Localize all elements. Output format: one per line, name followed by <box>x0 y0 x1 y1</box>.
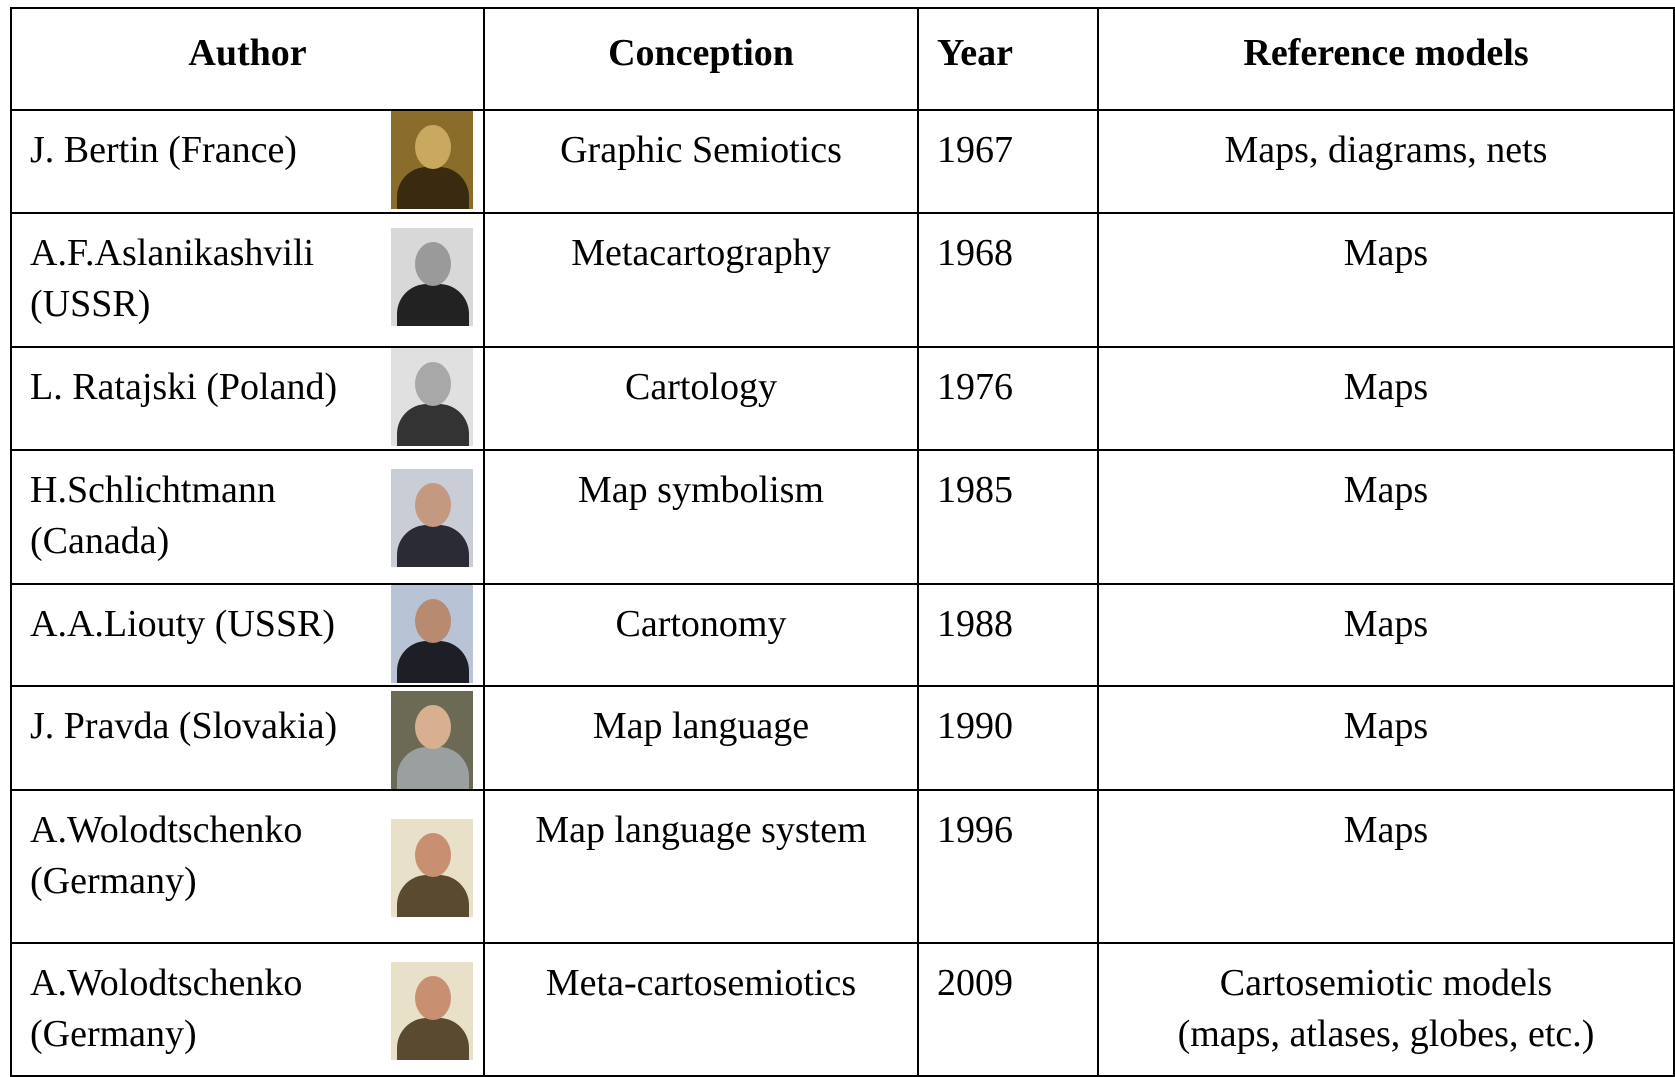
reference-line: Maps <box>1343 809 1429 851</box>
photo <box>391 349 473 446</box>
author-line: H.Schlichtmann <box>30 469 276 511</box>
year-cell: 1985 <box>917 449 1099 585</box>
author-line: (Germany) <box>30 1013 197 1055</box>
year-cell: 1968 <box>917 212 1099 348</box>
column-header: Year <box>917 7 1099 111</box>
reference-line: Maps <box>1343 603 1429 645</box>
photo-head <box>415 125 451 169</box>
conception-cell: Meta-cartosemiotics <box>483 942 919 1077</box>
photo-body <box>397 404 469 446</box>
photo-head <box>415 599 451 643</box>
author-line: L. Ratajski (Poland) <box>30 366 338 408</box>
column-header: Author <box>10 7 485 111</box>
conception-cell: Cartology <box>483 346 919 451</box>
header-row: Author Conception Year Reference models <box>10 7 1675 111</box>
author-line: A.Wolodtschenko <box>30 809 303 851</box>
conception-cell: Metacartography <box>483 212 919 348</box>
photo-body <box>397 525 469 567</box>
conception-cell: Cartonomy <box>483 583 919 687</box>
reference-line: Maps <box>1343 469 1429 511</box>
reference-cell: Maps <box>1097 449 1675 585</box>
author-cell: A.Wolodtschenko (Germany) <box>10 789 485 944</box>
reference-line: Maps <box>1343 232 1429 274</box>
photo <box>391 691 473 788</box>
year-cell: 1976 <box>917 346 1099 451</box>
author-line: (USSR) <box>30 283 151 325</box>
year-cell: 1967 <box>917 109 1099 214</box>
reference-cell: Maps, diagrams, nets <box>1097 109 1675 214</box>
reference-cell: Maps <box>1097 685 1675 791</box>
photo <box>391 819 473 917</box>
reference-line: Maps <box>1343 366 1429 408</box>
table-body: J. Bertin (France) Graphic Semiotics 1967 M… <box>10 109 1675 1077</box>
author-line: A.F.Aslanikashvili <box>30 232 315 274</box>
conception-cell: Map symbolism <box>483 449 919 585</box>
photo <box>391 228 473 326</box>
author-cell: A.A.Liouty (USSR) <box>10 583 485 687</box>
table-row: H.Schlichtmann (Canada) Map symbolism 1985 M… <box>10 449 1675 585</box>
photo-head <box>415 833 451 877</box>
table-row: A.Wolodtschenko (Germany) Meta-cartosemiot… <box>10 942 1675 1077</box>
photo-head <box>415 976 451 1020</box>
conception-cell: Map language <box>483 685 919 791</box>
author-line: (Germany) <box>30 860 197 902</box>
author-cell: L. Ratajski (Poland) <box>10 346 485 451</box>
author-line: J. Bertin (France) <box>30 129 297 171</box>
author-line: A.Wolodtschenko <box>30 962 303 1004</box>
photo-head <box>415 362 451 406</box>
table-row: A.A.Liouty (USSR) Cartonomy 1988 Maps <box>10 583 1675 687</box>
table-row: A.Wolodtschenko (Germany) Map language sys… <box>10 789 1675 944</box>
photo-body <box>397 747 469 788</box>
year-cell: 1996 <box>917 789 1099 944</box>
table-row: A.F.Aslanikashvili (USSR) Metacartography 1… <box>10 212 1675 348</box>
table-row: L. Ratajski (Poland) Cartology 1976 Maps <box>10 346 1675 451</box>
reference-line: (maps, atlases, globes, etc.) <box>1177 1013 1595 1055</box>
reference-cell: Maps <box>1097 346 1675 451</box>
photo-body <box>397 1018 469 1060</box>
year-cell: 1988 <box>917 583 1099 687</box>
table-row: J. Bertin (France) Graphic Semiotics 1967 M… <box>10 109 1675 214</box>
column-header: Conception <box>483 7 919 111</box>
photo <box>391 586 473 683</box>
conception-cell: Map language system <box>483 789 919 944</box>
year-cell: 1990 <box>917 685 1099 791</box>
conception-cell: Graphic Semiotics <box>483 109 919 214</box>
photo <box>391 112 473 209</box>
reference-line: Maps, diagrams, nets <box>1224 129 1548 171</box>
reference-cell: Maps <box>1097 212 1675 348</box>
author-cell: J. Pravda (Slovakia) <box>10 685 485 791</box>
reference-line: Cartosemiotic models <box>1219 962 1553 1004</box>
photo <box>391 469 473 567</box>
author-line: A.A.Liouty (USSR) <box>30 603 336 645</box>
author-cell: J. Bertin (France) <box>10 109 485 214</box>
table-row: J. Pravda (Slovakia) Map language 1990 Maps <box>10 685 1675 791</box>
column-header: Reference models <box>1097 7 1675 111</box>
reference-cell: Cartosemiotic models (maps, atlases, glob… <box>1097 942 1675 1077</box>
photo-head <box>415 242 451 286</box>
table: Author Conception Year Reference models J. … <box>10 7 1675 1077</box>
photo-head <box>415 705 451 749</box>
photo-body <box>397 167 469 209</box>
author-line: J. Pravda (Slovakia) <box>30 705 338 747</box>
author-cell: H.Schlichtmann (Canada) <box>10 449 485 585</box>
reference-cell: Maps <box>1097 583 1675 687</box>
photo-head <box>415 483 451 527</box>
year-cell: 2009 <box>917 942 1099 1077</box>
reference-line: Maps <box>1343 705 1429 747</box>
reference-cell: Maps <box>1097 789 1675 944</box>
author-cell: A.F.Aslanikashvili (USSR) <box>10 212 485 348</box>
photo <box>391 962 473 1060</box>
author-cell: A.Wolodtschenko (Germany) <box>10 942 485 1077</box>
photo-body <box>397 875 469 917</box>
photo-body <box>397 284 469 326</box>
author-line: (Canada) <box>30 520 170 562</box>
photo-body <box>397 641 469 683</box>
